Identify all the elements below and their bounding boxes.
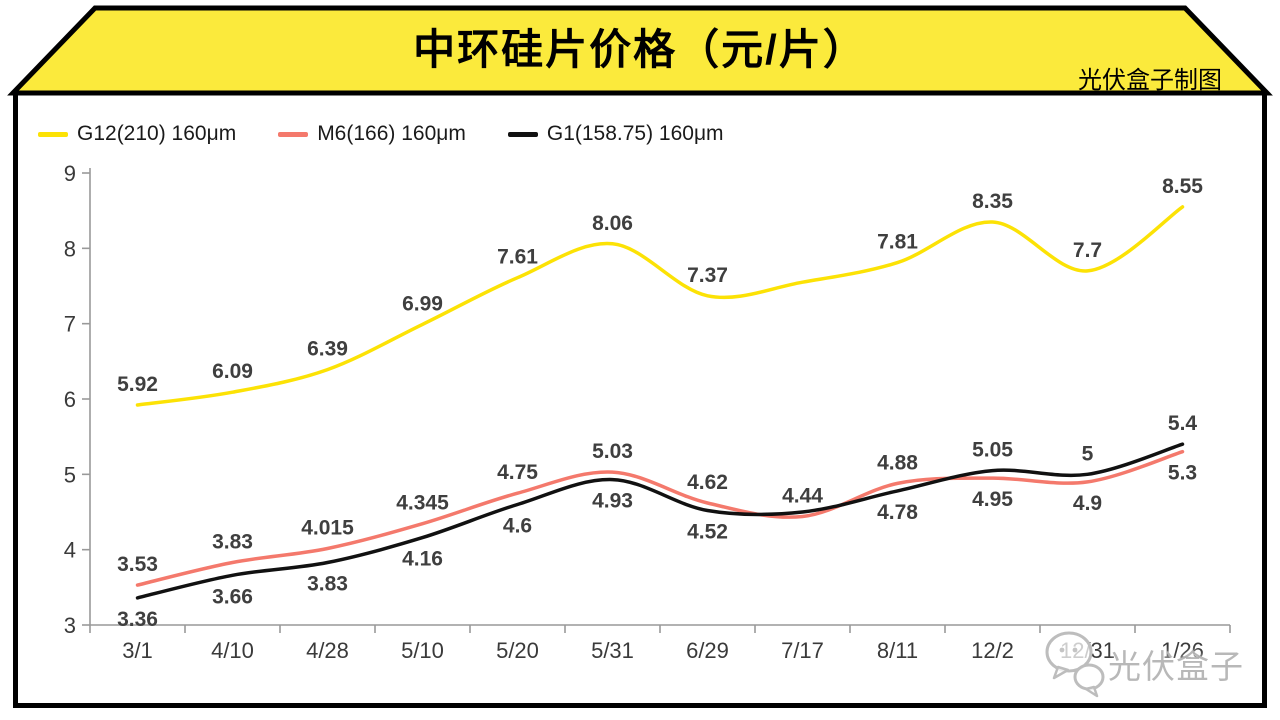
data-label: 5.92	[117, 373, 158, 396]
data-label: 5.05	[972, 439, 1013, 462]
legend-line-swatch-m6	[278, 131, 309, 137]
data-label: 7.37	[687, 264, 728, 287]
legend-item-g1: G1(158.75) 160μm	[507, 122, 724, 146]
data-label: 4.88	[877, 451, 918, 474]
data-label: 4.6	[503, 515, 532, 538]
data-label: 5.4	[1168, 412, 1198, 435]
data-label: 5.03	[592, 440, 633, 463]
data-label: 3.66	[212, 585, 253, 608]
data-label: 3.36	[117, 608, 158, 631]
y-tick-label: 3	[64, 613, 76, 638]
page-title: 中环硅片价格（元/片）	[413, 26, 867, 73]
legend-label: G1(158.75) 160μm	[546, 122, 724, 145]
chat-bubbles-icon	[1045, 631, 1105, 698]
data-label: 8.55	[1162, 175, 1203, 198]
y-tick-label: 8	[64, 236, 76, 261]
y-tick-label: 7	[64, 312, 76, 337]
x-tick-label: 4/10	[211, 638, 254, 663]
series-line-g1	[135, 442, 1185, 600]
x-tick-label: 6/29	[686, 638, 729, 663]
banner-shape	[7, 5, 1273, 96]
x-tick-label: 12/2	[971, 638, 1014, 663]
data-label: 4.9	[1073, 492, 1102, 515]
legend-line-swatch-g12	[38, 131, 68, 137]
data-label: 4.95	[972, 488, 1013, 511]
data-label: 6.39	[307, 338, 348, 361]
x-tick-label: 8/11	[877, 638, 918, 663]
data-label: 8.06	[592, 212, 633, 235]
x-tick-label: 4/28	[306, 638, 349, 663]
legend-line-swatch-g1	[507, 131, 538, 137]
watermark: 光伏盒子	[1044, 628, 1244, 700]
data-label: 4.44	[782, 485, 823, 508]
series-line-m6	[135, 449, 1185, 587]
data-label: 4.75	[497, 461, 538, 484]
data-label: 4.62	[687, 471, 728, 494]
data-label: 5.3	[1168, 462, 1197, 485]
x-tick-label: 1/26	[1161, 638, 1204, 663]
chart-legend: G12(210) 160μm M6(166) 160μm G1(158.75) …	[38, 122, 724, 146]
legend-label: G12(210) 160μm	[77, 122, 237, 145]
x-tick-label: 5/20	[496, 638, 539, 663]
banner-credit-text: 光伏盒子制图	[1078, 67, 1222, 94]
data-label: 3.83	[212, 531, 253, 554]
legend-item-g12: G12(210) 160μm	[38, 122, 236, 146]
data-label: 6.99	[402, 292, 443, 315]
data-label: 6.09	[212, 360, 253, 383]
y-tick-label: 6	[64, 387, 76, 412]
data-label: 3.53	[117, 553, 158, 576]
banner-trapezoid	[7, 5, 1273, 96]
watermark-text: 光伏盒子	[1108, 648, 1244, 685]
x-tick-label: 5/10	[401, 638, 444, 663]
series-line-g12	[135, 205, 1185, 407]
data-label: 4.52	[687, 521, 728, 544]
data-label: 7.61	[497, 246, 538, 269]
data-label: 3.83	[307, 573, 348, 596]
y-tick-label: 5	[64, 462, 76, 487]
data-label: 7.81	[877, 231, 918, 254]
data-label: 5	[1082, 442, 1094, 465]
y-tick-label: 9	[64, 161, 76, 186]
data-label: 4.78	[877, 501, 918, 524]
legend-label: M6(166) 160μm	[317, 122, 466, 145]
data-label: 4.345	[396, 492, 449, 515]
x-tick-label: 5/31	[591, 638, 634, 663]
legend-item-m6: M6(166) 160μm	[278, 122, 466, 146]
data-label: 7.7	[1073, 239, 1102, 262]
data-label: 4.93	[592, 490, 633, 513]
data-label: 4.015	[301, 517, 354, 540]
y-tick-label: 4	[64, 538, 76, 563]
data-label: 4.16	[402, 548, 443, 571]
data-label: 8.35	[972, 190, 1013, 213]
x-tick-label: 7/17	[781, 638, 824, 663]
x-tick-label: 3/1	[122, 638, 153, 663]
